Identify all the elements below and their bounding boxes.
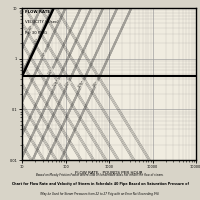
- Text: VELOCITY (ft/sec): VELOCITY (ft/sec): [25, 20, 59, 24]
- Text: Chart for Flow Rate and Velocity of Steam in Schedule 40 Pipe Based on Saturatio: Chart for Flow Rate and Velocity of Stea…: [12, 182, 188, 186]
- Text: 1.5": 1.5": [48, 68, 55, 75]
- Text: 0.75": 0.75": [78, 80, 86, 88]
- X-axis label: FLOW RATE - POUNDS PER HOUR: FLOW RATE - POUNDS PER HOUR: [75, 171, 143, 175]
- Text: 1.0": 1.0": [64, 80, 72, 87]
- Text: 3.0": 3.0": [28, 25, 35, 32]
- Text: (May be Used for Steam Pressures from 22 to 27 Psig with an Error Not Exceeding : (May be Used for Steam Pressures from 22…: [40, 192, 160, 196]
- Text: Ps  30 PSIG: Ps 30 PSIG: [25, 31, 48, 35]
- Text: Based on Moody Friction Factor where flow of condensate does not inhibit the flo: Based on Moody Friction Factor where flo…: [36, 173, 164, 177]
- Text: 2.5": 2.5": [34, 37, 41, 44]
- Text: 2.0": 2.0": [40, 51, 47, 59]
- Text: FLOW RATE: FLOW RATE: [25, 10, 50, 14]
- Text: 0.5": 0.5": [93, 80, 100, 87]
- Text: 4.0": 4.0": [20, 7, 27, 14]
- Text: 1.25": 1.25": [52, 79, 61, 87]
